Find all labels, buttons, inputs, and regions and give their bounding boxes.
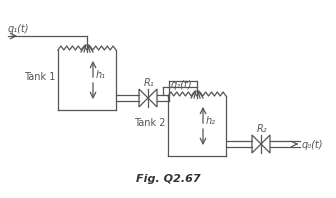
Text: q₂(t): q₂(t) [171,80,193,90]
Text: h₂: h₂ [206,116,216,126]
Text: q₀(t): q₀(t) [302,140,324,150]
Text: Tank 2: Tank 2 [134,118,166,128]
Text: h₁: h₁ [96,70,106,80]
Text: Fig. Q2.67: Fig. Q2.67 [136,174,200,184]
Text: R₁: R₁ [144,78,155,88]
Text: R₂: R₂ [257,124,268,134]
Text: Tank 1: Tank 1 [24,72,55,82]
Text: q₁(t): q₁(t) [8,24,30,34]
